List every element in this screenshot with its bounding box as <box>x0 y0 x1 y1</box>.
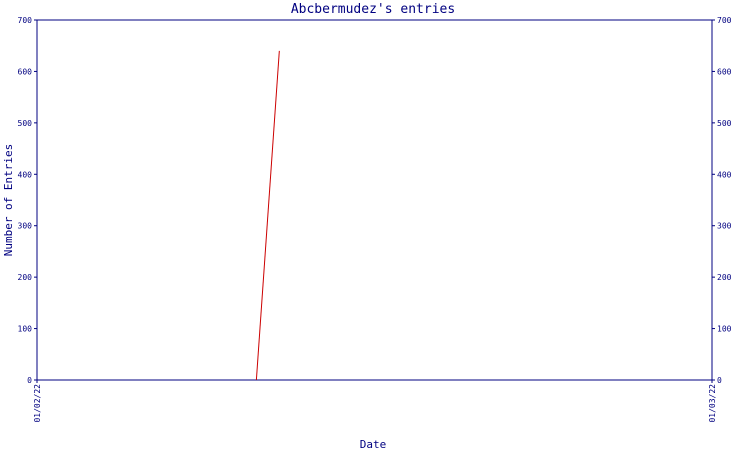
y-tick-label-left: 0 <box>27 376 32 385</box>
y-tick-label-left: 600 <box>18 67 33 76</box>
x-tick-label: 01/02/22 <box>33 384 42 423</box>
y-tick-label-right: 700 <box>717 16 732 25</box>
y-axis-label: Number of Entries <box>2 144 15 257</box>
y-tick-label-right: 200 <box>717 273 732 282</box>
chart-title: Abcbermudez's entries <box>291 2 455 17</box>
y-tick-label-left: 500 <box>18 119 33 128</box>
y-tick-label-right: 0 <box>717 376 722 385</box>
x-axis: 01/02/22 01/03/22 <box>33 380 717 423</box>
y-tick-label-right: 600 <box>717 67 732 76</box>
y-tick-label-left: 700 <box>18 16 33 25</box>
y-tick-label-left: 200 <box>18 273 33 282</box>
y-tick-label-right: 100 <box>717 325 732 334</box>
plot-frame <box>36 19 713 381</box>
left-y-axis: 0 100 200 300 400 500 600 700 <box>18 16 37 385</box>
series-line <box>255 50 280 381</box>
y-tick-label-right: 400 <box>717 170 732 179</box>
x-axis-label: Date <box>360 438 387 450</box>
y-tick-label-left: 400 <box>18 170 33 179</box>
right-y-axis: 0 100 200 300 400 500 600 700 <box>712 16 732 385</box>
y-tick-label-right: 300 <box>717 222 732 231</box>
x-tick-label: 01/03/22 <box>708 384 717 423</box>
series-group <box>255 50 280 381</box>
y-tick-label-left: 100 <box>18 325 33 334</box>
y-tick-label-right: 500 <box>717 119 732 128</box>
y-tick-label-left: 300 <box>18 222 33 231</box>
